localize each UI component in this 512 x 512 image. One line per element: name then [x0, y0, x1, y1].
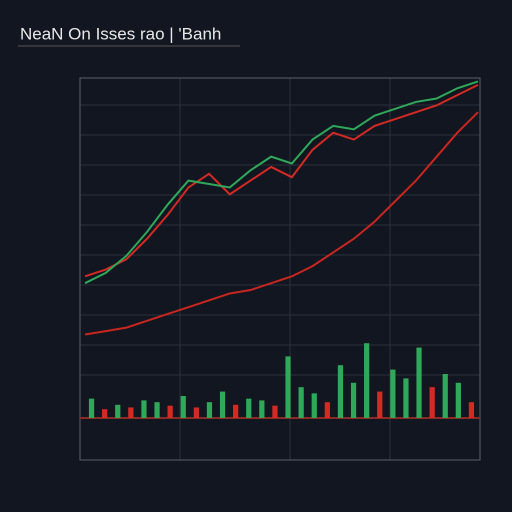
volume-bar — [272, 405, 278, 418]
plot-frame — [79, 77, 481, 461]
volume-bar — [468, 402, 475, 418]
volume-bar — [455, 382, 461, 418]
volume-bar — [390, 369, 396, 418]
volume-bar — [311, 393, 317, 418]
price-line — [84, 83, 479, 278]
price-line — [84, 80, 479, 285]
volume-bar — [180, 396, 186, 418]
volume-bar — [193, 407, 199, 418]
volume-bar — [442, 374, 448, 418]
volume-bar — [337, 365, 344, 418]
volume-bar — [259, 400, 265, 418]
volume-bar — [102, 409, 108, 418]
volume-bar — [377, 391, 383, 418]
volume-bar — [233, 404, 239, 418]
volume-bar — [429, 387, 435, 418]
volume-bar — [167, 405, 173, 418]
volume-bar — [416, 347, 422, 418]
volume-bar — [403, 378, 409, 418]
volume-bar — [364, 343, 370, 418]
volume-bar — [324, 402, 330, 418]
volume-bar — [154, 402, 160, 418]
volume-bar — [246, 398, 252, 418]
volume-bar — [350, 382, 357, 418]
volume-bar — [88, 398, 95, 418]
volume-bar — [128, 407, 134, 418]
volume-bar — [298, 387, 304, 418]
volume-bar — [285, 356, 291, 418]
chart-title: NeaN On Isses rao | 'Banh — [20, 24, 221, 43]
volume-bar — [206, 402, 213, 418]
volume-bar — [219, 391, 226, 418]
price-line — [84, 111, 479, 336]
volume-bar — [115, 404, 121, 418]
volume-bar — [141, 400, 147, 418]
